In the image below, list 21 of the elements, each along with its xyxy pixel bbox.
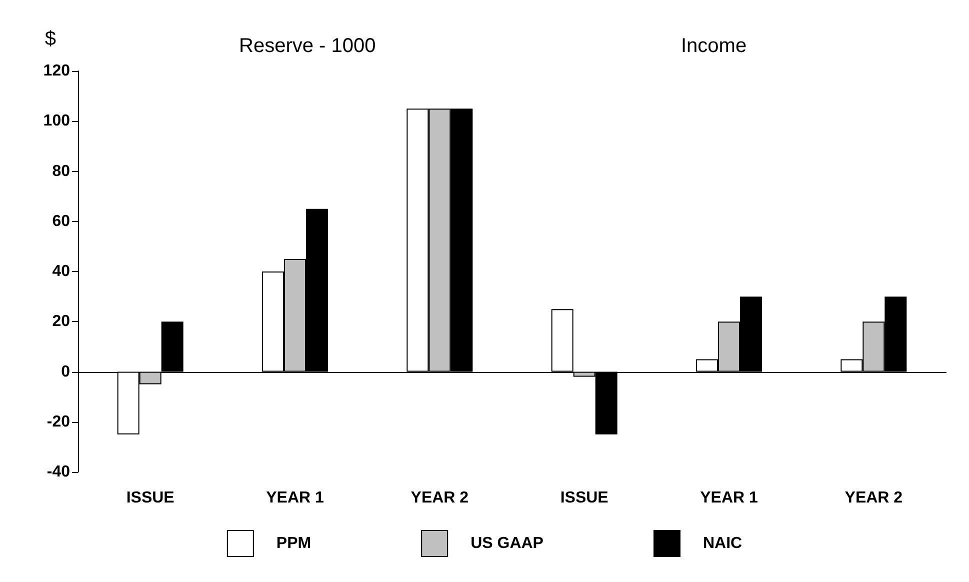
legend-label: PPM (276, 535, 312, 552)
x-tick-label: YEAR 2 (410, 490, 469, 506)
y-tick-label: 40 (52, 263, 70, 280)
y-tick-label: 20 (52, 313, 70, 330)
text: Reserve - 1000 (239, 35, 376, 57)
y-tick-label: -40 (46, 464, 70, 480)
y-tick-label: 60 (52, 212, 70, 230)
legend-label: NAIC (702, 535, 743, 552)
legend-label: US GAAP (470, 535, 544, 552)
y-tick-label: -20 (46, 413, 70, 430)
y-tick-label: 100 (43, 112, 70, 130)
text: Income (681, 35, 747, 57)
y-tick-label: 0 (61, 363, 70, 380)
y-tick-label: 120 (43, 62, 70, 80)
x-tick-label: ISSUE (560, 490, 609, 506)
x-tick-label: ISSUE (126, 490, 175, 506)
x-tick-label: YEAR 1 (266, 490, 324, 506)
x-tick-label: YEAR 1 (700, 490, 758, 506)
y-axis-title: $ (44, 28, 56, 50)
y-tick-label: 80 (52, 162, 70, 180)
x-tick-label: YEAR 2 (844, 490, 903, 506)
